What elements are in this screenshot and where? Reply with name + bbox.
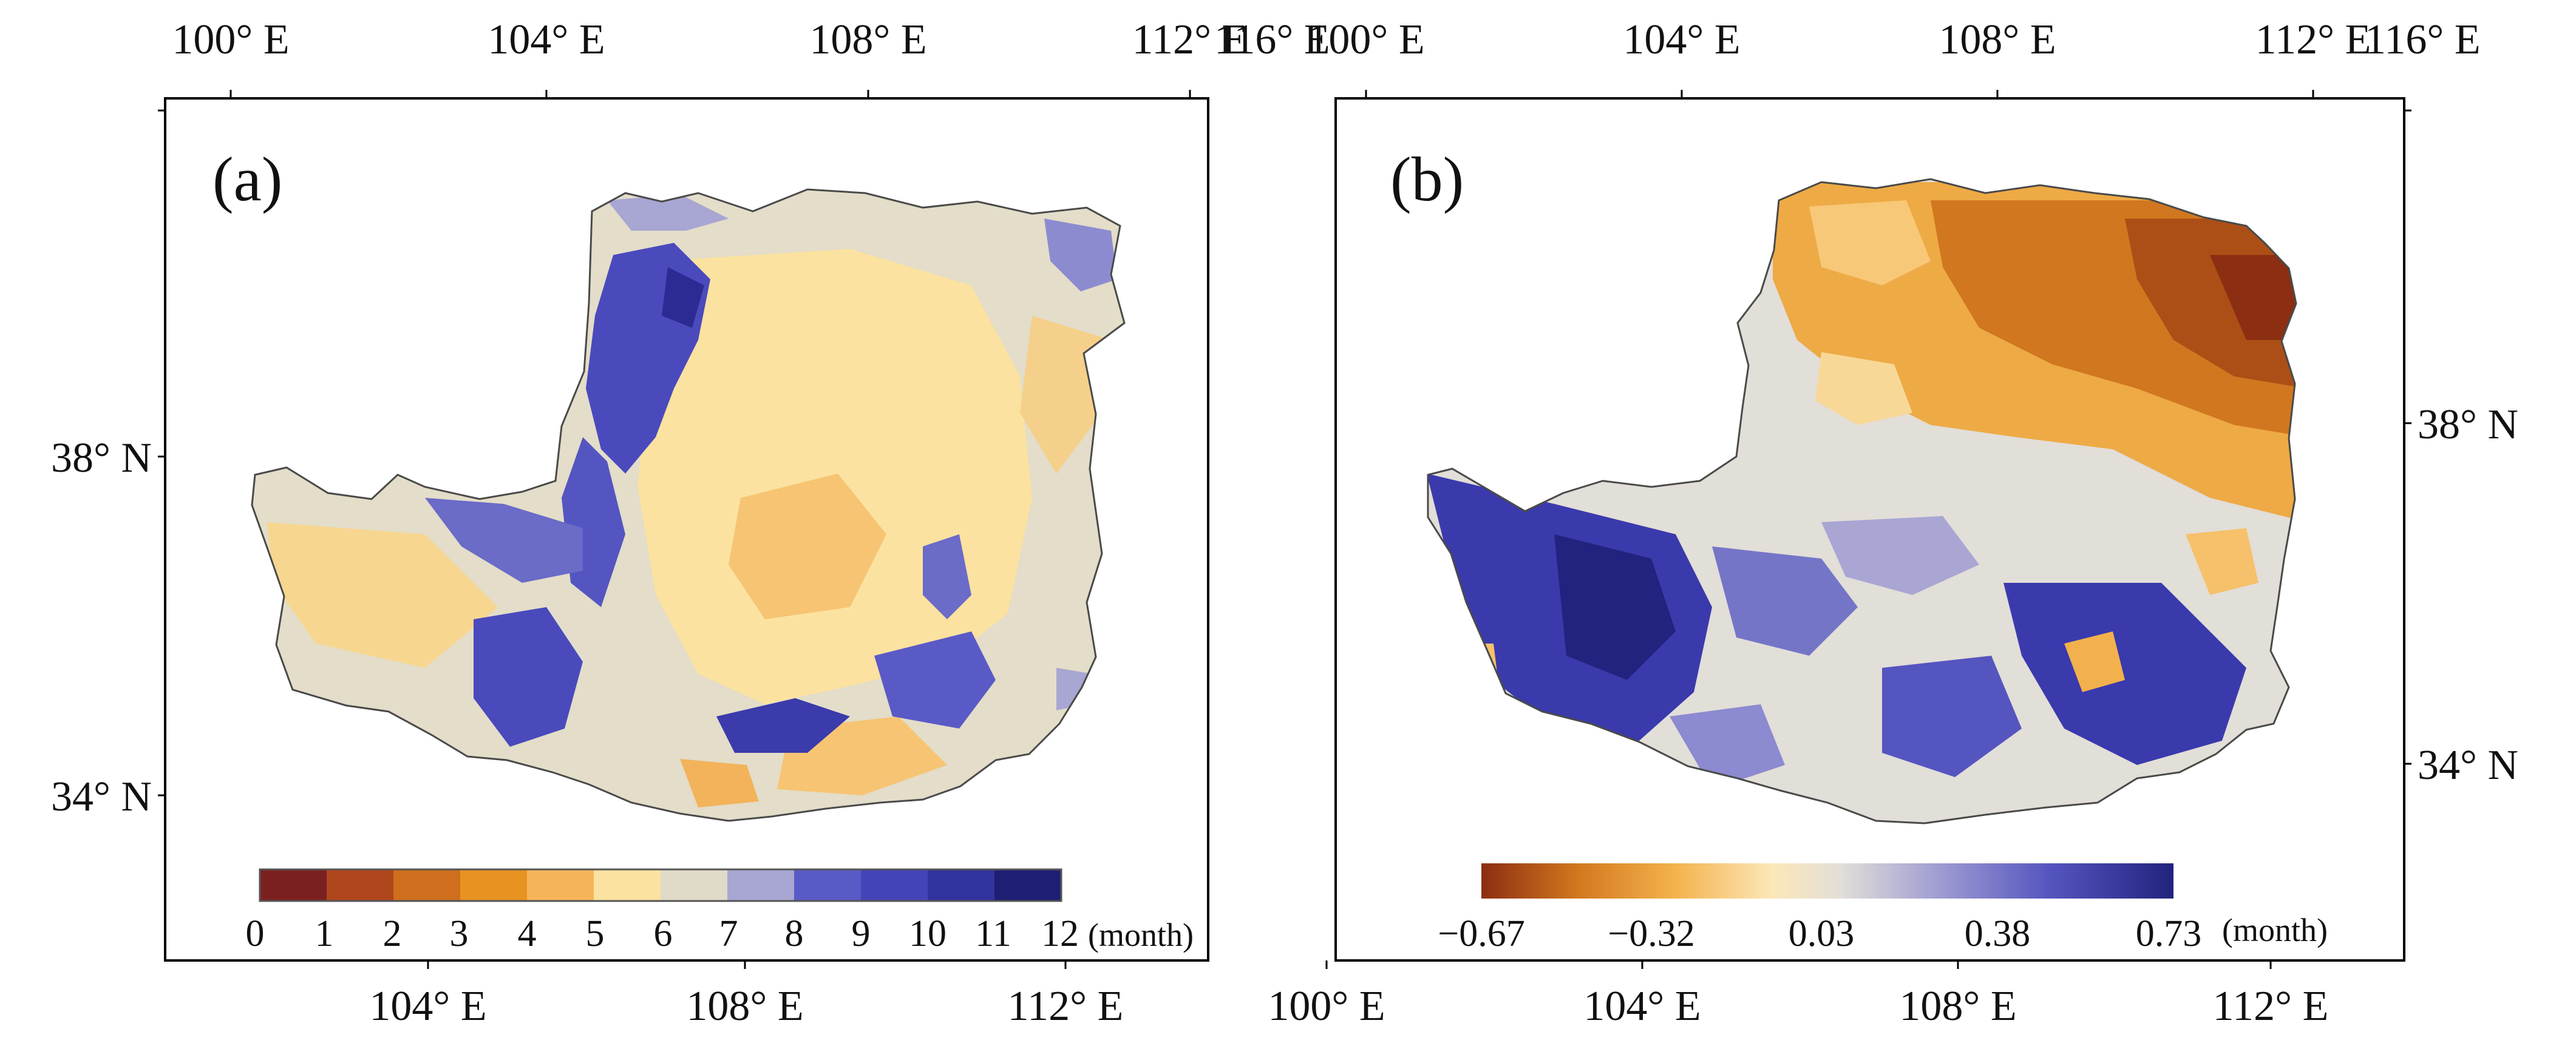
panel-a-top-tick-label: 112° E bbox=[1132, 16, 1248, 63]
legend-tick-label: 6 bbox=[654, 913, 673, 954]
panel-a-region-outline bbox=[251, 188, 1126, 822]
panel-a-lat-label: 38° N bbox=[51, 435, 152, 481]
legend-swatch bbox=[994, 869, 1061, 901]
legend-swatch bbox=[861, 869, 928, 901]
panel-a-top-tick-label: 100° E bbox=[172, 16, 289, 63]
legend-tick-label: 3 bbox=[450, 913, 469, 954]
panel-a-bottom-ticks: 104° E 108° E 112° E bbox=[369, 960, 1123, 1030]
legend-swatch bbox=[327, 869, 393, 901]
legend-unit: (month) bbox=[1088, 917, 1194, 953]
legend-tick-label: 10 bbox=[909, 913, 946, 954]
panel-b-bottom-tick-label: 108° E bbox=[1899, 983, 2016, 1030]
panel-a: 100° E 104° E 108° E 112° E 116° E 38° N… bbox=[51, 16, 1330, 1030]
legend-tick-label: 0 bbox=[246, 913, 265, 954]
colorbar-tick-label: −0.32 bbox=[1608, 913, 1694, 954]
legend-tick-label: 5 bbox=[586, 913, 605, 954]
legend-swatch bbox=[527, 869, 594, 901]
panel-a-bottom-tick-label: 112° E bbox=[1008, 983, 1124, 1030]
panel-b-region-outline bbox=[1427, 178, 2297, 824]
panel-b-top-ticks: 100° E 104° E 108° E 112° E 116° E bbox=[1307, 16, 2481, 98]
panel-b-right-ticks: 38° N 34° N bbox=[2404, 109, 2518, 789]
panel-b-top-tick-label: 112° E bbox=[2255, 16, 2371, 63]
legend-tick-label: 12 bbox=[1041, 913, 1079, 954]
legend-swatch bbox=[928, 869, 994, 901]
panel-a-bottom-tick-label: 104° E bbox=[369, 983, 486, 1030]
panel-b-bottom-tick-label: 100° E bbox=[1268, 983, 1385, 1030]
colorbar-tick-label: 0.38 bbox=[1965, 913, 2031, 954]
panel-b-lat-label: 38° N bbox=[2418, 401, 2518, 448]
legend-swatch bbox=[794, 869, 861, 901]
legend-tick-label: 11 bbox=[975, 913, 1011, 954]
panel-b-bottom-tick-label: 104° E bbox=[1583, 983, 1701, 1030]
panel-b-label: (b) bbox=[1390, 144, 1464, 214]
panel-b-lat-label: 34° N bbox=[2418, 742, 2518, 789]
legend-swatch bbox=[260, 869, 327, 901]
legend-swatch bbox=[460, 869, 527, 901]
panel-a-left-ticks: 38° N 34° N bbox=[51, 109, 165, 820]
panel-b-colorbar: −0.67 −0.32 0.03 0.38 0.73 (month) bbox=[1438, 863, 2328, 954]
panel-a-top-tick-label: 108° E bbox=[809, 16, 926, 63]
legend-swatch bbox=[393, 869, 460, 901]
panel-b-bottom-ticks: 100° E 104° E 108° E 112° E bbox=[1268, 960, 2328, 1030]
panel-a-top-ticks: 100° E 104° E 108° E 112° E 116° E bbox=[172, 16, 1330, 98]
colorbar-unit: (month) bbox=[2222, 912, 2328, 948]
panel-a-top-tick-label: 104° E bbox=[488, 16, 605, 63]
panel-a-bottom-tick-label: 108° E bbox=[686, 983, 803, 1030]
legend-tick-label: 8 bbox=[785, 913, 804, 954]
panel-a-label: (a) bbox=[212, 144, 282, 214]
panel-b-top-tick-label: 108° E bbox=[1939, 16, 2056, 63]
colorbar-ramp bbox=[1481, 863, 2173, 899]
panel-b-bottom-tick-label: 112° E bbox=[2213, 983, 2329, 1030]
legend-tick-label: 1 bbox=[315, 913, 334, 954]
panel-a-legend: 0 1 2 3 4 5 6 7 8 9 10 11 12 (month) bbox=[246, 868, 1194, 954]
legend-tick-label: 9 bbox=[852, 913, 871, 954]
legend-tick-label: 2 bbox=[383, 913, 402, 954]
colorbar-tick-label: −0.67 bbox=[1438, 913, 1524, 954]
panel-a-lat-label: 34° N bbox=[51, 773, 152, 820]
legend-tick-label: 4 bbox=[518, 913, 537, 954]
panel-b: 100° E 104° E 108° E 112° E 116° E 38° N… bbox=[1268, 16, 2518, 1030]
panel-a-top-tick-label: 116° E bbox=[1214, 16, 1330, 63]
colorbar-tick-label: 0.73 bbox=[2136, 913, 2202, 954]
panel-b-top-tick-label: 116° E bbox=[2365, 16, 2481, 63]
panel-b-top-tick-label: 100° E bbox=[1307, 16, 1424, 63]
legend-swatch bbox=[727, 869, 794, 901]
legend-tick-label: 7 bbox=[719, 913, 738, 954]
colorbar-tick-label: 0.03 bbox=[1789, 913, 1855, 954]
legend-swatch bbox=[661, 869, 727, 901]
panel-b-top-tick-label: 104° E bbox=[1623, 16, 1740, 63]
legend-swatch bbox=[594, 869, 661, 901]
